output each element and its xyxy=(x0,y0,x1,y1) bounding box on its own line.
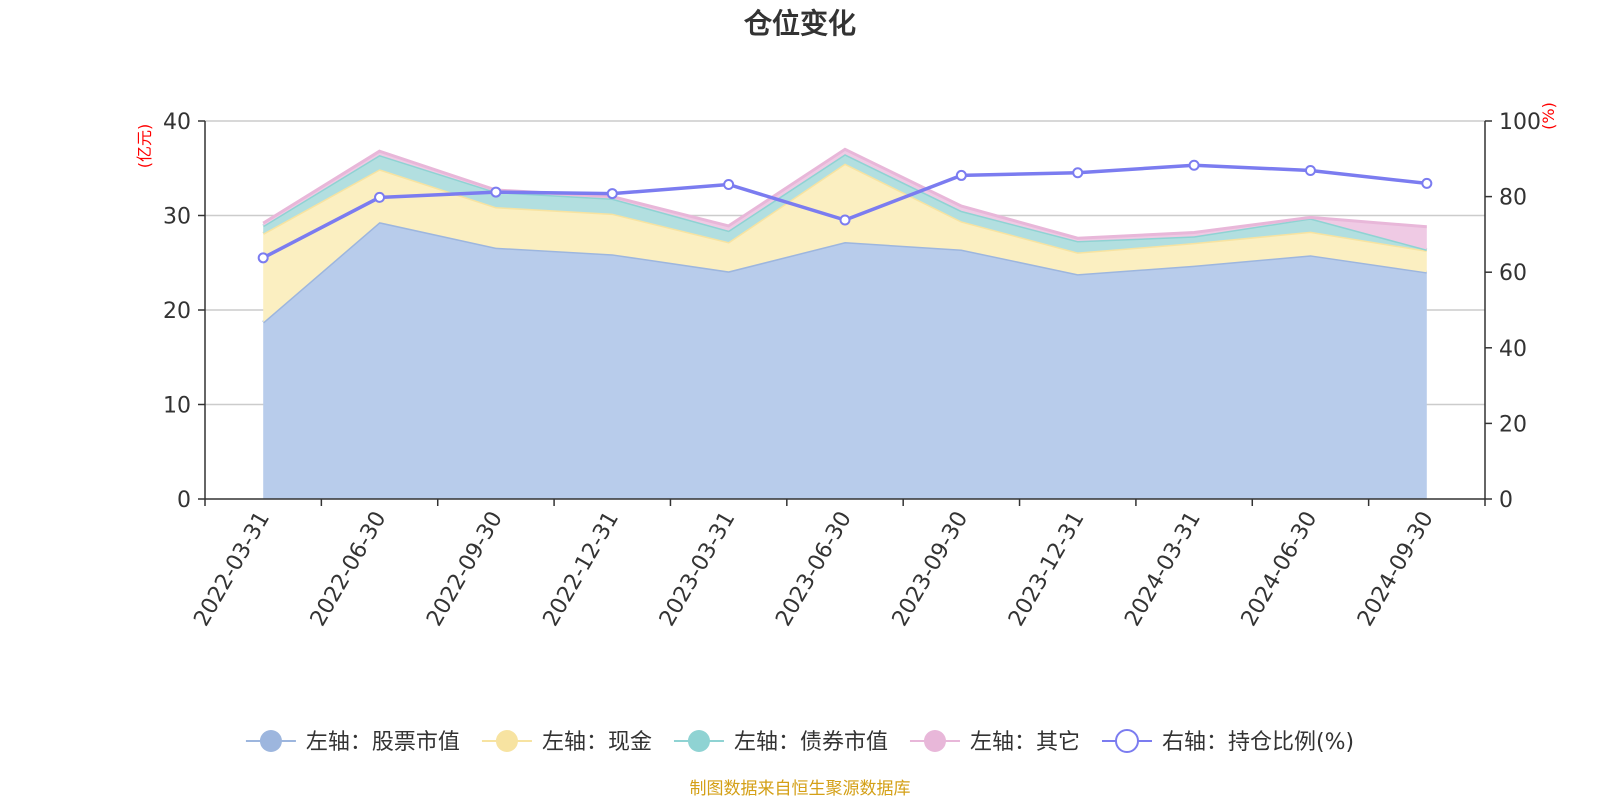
right-tick-label: 60 xyxy=(1499,261,1527,286)
ratio-point xyxy=(490,186,502,198)
legend-item-symbol xyxy=(259,730,282,752)
x-tick-label: 2022-12-31 xyxy=(539,507,625,630)
legend-item-symbol xyxy=(495,730,518,752)
right-tick-label: 20 xyxy=(1499,412,1527,437)
ratio-point xyxy=(723,179,735,191)
left-axis-unit: (亿元) xyxy=(135,124,154,169)
right-tick-label: 100 xyxy=(1499,110,1541,135)
legend-item-label: 右轴：持仓比例(%) xyxy=(1162,730,1354,755)
right-tick-label: 40 xyxy=(1499,337,1527,362)
area-series-top-line-3 xyxy=(262,147,1427,240)
legend-item-symbol xyxy=(687,730,710,752)
area-series-2 xyxy=(263,154,1427,253)
x-tick-label: 2022-06-30 xyxy=(306,507,392,630)
right-tick-label: 0 xyxy=(1499,488,1513,513)
ratio-point xyxy=(1188,159,1200,171)
legend-item-label: 左轴：现金 xyxy=(542,730,652,755)
ratio-point xyxy=(955,169,967,181)
left-tick-label: 30 xyxy=(163,205,191,230)
ratio-point xyxy=(1304,165,1316,177)
legend-item-symbol xyxy=(1114,729,1139,753)
ratio-point xyxy=(1072,167,1084,179)
ratio-point xyxy=(606,188,618,200)
stacked-areas xyxy=(262,147,1428,499)
x-tick-label: 2023-03-31 xyxy=(655,507,741,630)
ratio-point xyxy=(1421,177,1433,189)
chart-title: 仓位变化 xyxy=(744,7,856,40)
holding-ratio-line xyxy=(257,159,1433,264)
source-note: 制图数据来自恒生聚源数据库 xyxy=(690,779,911,799)
left-tick-label: 20 xyxy=(163,299,191,324)
area-series-1 xyxy=(263,163,1427,323)
x-tick-label: 2022-03-31 xyxy=(189,507,275,630)
ratio-point xyxy=(257,252,269,264)
x-tick-label: 2023-06-30 xyxy=(771,507,857,630)
legend-item-label: 左轴：债券市值 xyxy=(734,730,888,755)
x-tick-label: 2022-09-30 xyxy=(422,507,508,630)
legend-item-symbol xyxy=(923,730,946,752)
legend: 左轴：股票市值 左轴：现金 左轴：债券市值 左轴：其它 右轴：持仓比例(%) xyxy=(245,729,1354,755)
area-series-0 xyxy=(263,222,1427,499)
legend-item-label: 左轴：股票市值 xyxy=(306,730,460,755)
x-tick-label: 2024-09-30 xyxy=(1353,507,1439,630)
x-tick-label: 2023-12-31 xyxy=(1004,507,1090,630)
left-tick-label: 40 xyxy=(163,110,191,135)
x-tick-label: 2024-03-31 xyxy=(1120,507,1206,630)
right-axis-unit: (%) xyxy=(1539,102,1558,130)
x-tick-label: 2023-09-30 xyxy=(888,507,974,630)
right-tick-label: 80 xyxy=(1499,186,1527,211)
x-tick-label: 2024-06-30 xyxy=(1237,507,1323,630)
left-tick-label: 10 xyxy=(163,394,191,419)
ratio-point xyxy=(374,191,386,203)
legend-item-label: 左轴：其它 xyxy=(970,730,1080,755)
ratio-point xyxy=(839,214,851,226)
left-tick-label: 0 xyxy=(177,488,191,513)
